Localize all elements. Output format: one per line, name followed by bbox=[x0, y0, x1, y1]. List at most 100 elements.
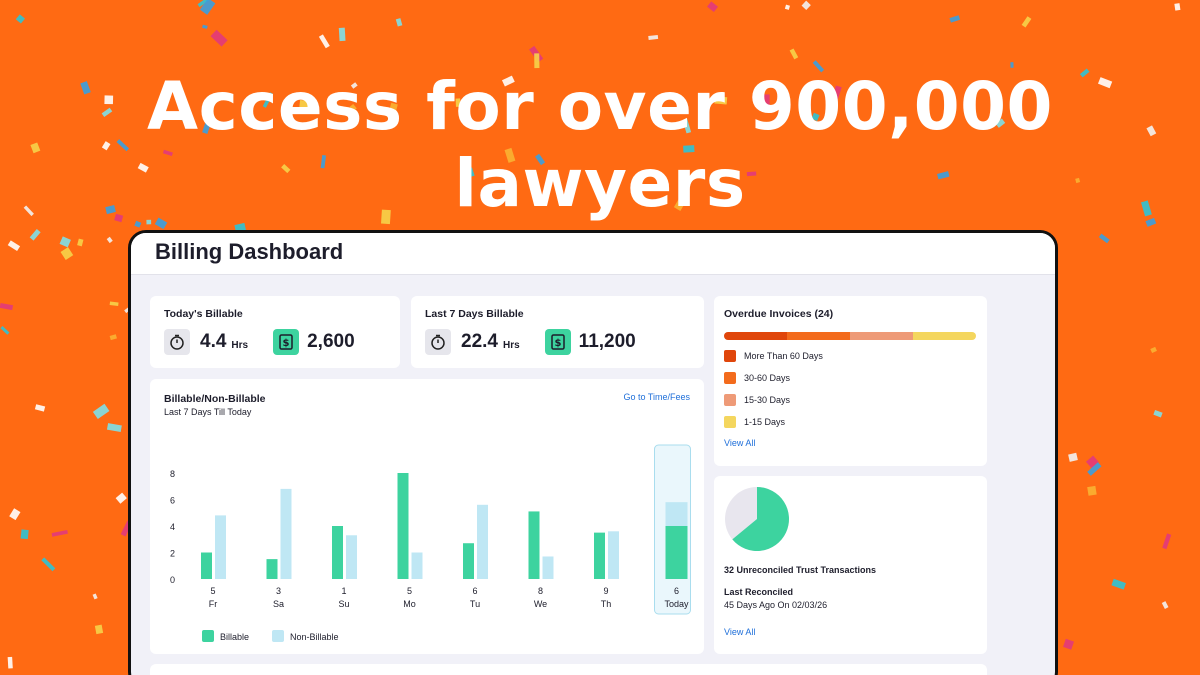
overdue-legend-item: 15-30 Days bbox=[724, 394, 977, 406]
overdue-legend: More Than 60 Days 30-60 Days 15-30 Days 1-1… bbox=[724, 350, 977, 428]
confetti-piece bbox=[199, 0, 216, 15]
confetti-piece bbox=[1153, 409, 1163, 418]
confetti-piece bbox=[1162, 533, 1172, 550]
confetti-piece bbox=[77, 238, 84, 247]
confetti-piece bbox=[455, 98, 461, 107]
legend-swatch bbox=[724, 394, 736, 406]
confetti-piece bbox=[7, 656, 13, 669]
confetti-piece bbox=[92, 403, 110, 419]
legend-swatch bbox=[724, 372, 736, 384]
x-tick-day-number: 6 bbox=[472, 586, 477, 596]
page-title: Billing Dashboard bbox=[155, 239, 344, 264]
overdue-legend-item: 1-15 Days bbox=[724, 416, 977, 428]
confetti-piece bbox=[146, 219, 152, 225]
confetti-piece bbox=[1085, 455, 1099, 469]
confetti-piece bbox=[15, 14, 25, 24]
dollar-bill-icon: $ bbox=[273, 329, 300, 355]
confetti-piece bbox=[673, 195, 688, 211]
x-tick-day-number: 8 bbox=[538, 586, 543, 596]
bar-non-billable bbox=[608, 531, 619, 579]
overdue-bar-segment bbox=[787, 332, 850, 340]
confetti-piece bbox=[1145, 217, 1157, 227]
confetti-piece bbox=[811, 112, 820, 122]
confetti-piece bbox=[1079, 68, 1090, 78]
svg-text:$: $ bbox=[283, 338, 290, 349]
x-tick-label: We bbox=[534, 599, 547, 609]
confetti-piece bbox=[831, 85, 842, 101]
confetti-piece bbox=[318, 34, 330, 49]
billing-dashboard-window: Billing Dashboard Today's Billable 4.4 H… bbox=[128, 230, 1058, 675]
confetti-piece bbox=[464, 167, 475, 179]
pie-slice-unreconciled bbox=[732, 487, 789, 551]
confetti-piece bbox=[1111, 578, 1126, 590]
confetti-piece bbox=[707, 1, 719, 12]
x-tick-day-number: 5 bbox=[210, 586, 215, 596]
last-reconciled-value: 45 Days Ago On 02/03/26 bbox=[724, 600, 828, 610]
confetti-piece bbox=[137, 162, 149, 173]
chart-subtitle: Last 7 Days Till Today bbox=[164, 407, 252, 417]
legend-label: 15-30 Days bbox=[744, 395, 791, 405]
x-tick-day-number: 1 bbox=[341, 586, 346, 596]
bar-billable bbox=[528, 511, 540, 579]
confetti-piece bbox=[338, 27, 346, 42]
confetti-piece bbox=[1014, 94, 1020, 106]
confetti-piece bbox=[202, 122, 211, 135]
confetti-piece bbox=[1161, 601, 1169, 610]
confetti-piece bbox=[177, 111, 187, 121]
bar-non-billable bbox=[280, 488, 292, 579]
confetti-piece bbox=[80, 81, 91, 95]
y-tick-label: 6 bbox=[170, 496, 175, 506]
bar-non-billable bbox=[346, 535, 357, 579]
confetti-piece bbox=[0, 326, 10, 335]
confetti-piece bbox=[23, 205, 34, 217]
x-tick-label: Sa bbox=[273, 599, 284, 609]
todays-hours-value: 4.4 bbox=[200, 331, 227, 352]
confetti-piece bbox=[59, 236, 71, 248]
confetti-piece bbox=[789, 48, 799, 60]
go-to-time-fees-link[interactable]: Go to Time/Fees bbox=[623, 392, 690, 402]
confetti-piece bbox=[1087, 485, 1097, 496]
confetti-piece bbox=[812, 60, 825, 73]
overdue-bar-segment bbox=[913, 332, 976, 340]
confetti-piece bbox=[714, 96, 728, 105]
confetti-piece bbox=[784, 4, 790, 10]
confetti-piece bbox=[202, 24, 208, 29]
y-tick-label: 8 bbox=[170, 469, 175, 479]
last7-amount-value: 11,200 bbox=[578, 331, 636, 352]
x-tick-day-number: 5 bbox=[407, 586, 412, 596]
overdue-view-all-link[interactable]: View All bbox=[724, 438, 756, 448]
confetti-piece bbox=[34, 404, 46, 412]
stopwatch-icon bbox=[164, 329, 190, 355]
confetti-piece bbox=[1063, 638, 1075, 650]
last7-hours-unit: Hrs bbox=[502, 339, 520, 351]
overdue-bar-segment bbox=[850, 332, 913, 340]
confetti-piece bbox=[106, 423, 122, 433]
confetti-piece bbox=[535, 153, 546, 166]
bar-non-billable bbox=[411, 552, 423, 579]
confetti-piece bbox=[210, 29, 228, 47]
overdue-legend-item: 30-60 Days bbox=[724, 372, 977, 384]
confetti-piece bbox=[504, 147, 516, 163]
confetti-piece bbox=[534, 53, 540, 69]
overdue-bar-segment bbox=[724, 332, 787, 340]
confetti-piece bbox=[109, 301, 119, 307]
bar-billable bbox=[665, 526, 688, 579]
confetti-piece bbox=[30, 142, 41, 154]
trust-view-all-link[interactable]: View All bbox=[724, 627, 756, 637]
confetti-piece bbox=[1098, 233, 1110, 244]
stopwatch-icon bbox=[425, 329, 451, 355]
confetti-piece bbox=[154, 217, 168, 230]
confetti-piece bbox=[116, 139, 130, 152]
confetti-piece bbox=[763, 94, 770, 110]
billable-chart-card: Billable/Non-Billable Last 7 Days Till T… bbox=[150, 379, 704, 654]
todays-billable-title: Today's Billable bbox=[164, 308, 243, 320]
chart-legend-label: Billable bbox=[220, 632, 249, 642]
confetti-piece bbox=[51, 530, 68, 537]
y-tick-label: 0 bbox=[170, 575, 175, 585]
bar-non-billable bbox=[665, 502, 688, 526]
bar-billable bbox=[332, 526, 343, 579]
last7-billable-title: Last 7 Days Billable bbox=[425, 308, 524, 320]
last7-hours-value: 22.4 bbox=[461, 331, 498, 352]
confetti-piece bbox=[995, 118, 1006, 128]
confetti-piece bbox=[115, 492, 127, 504]
